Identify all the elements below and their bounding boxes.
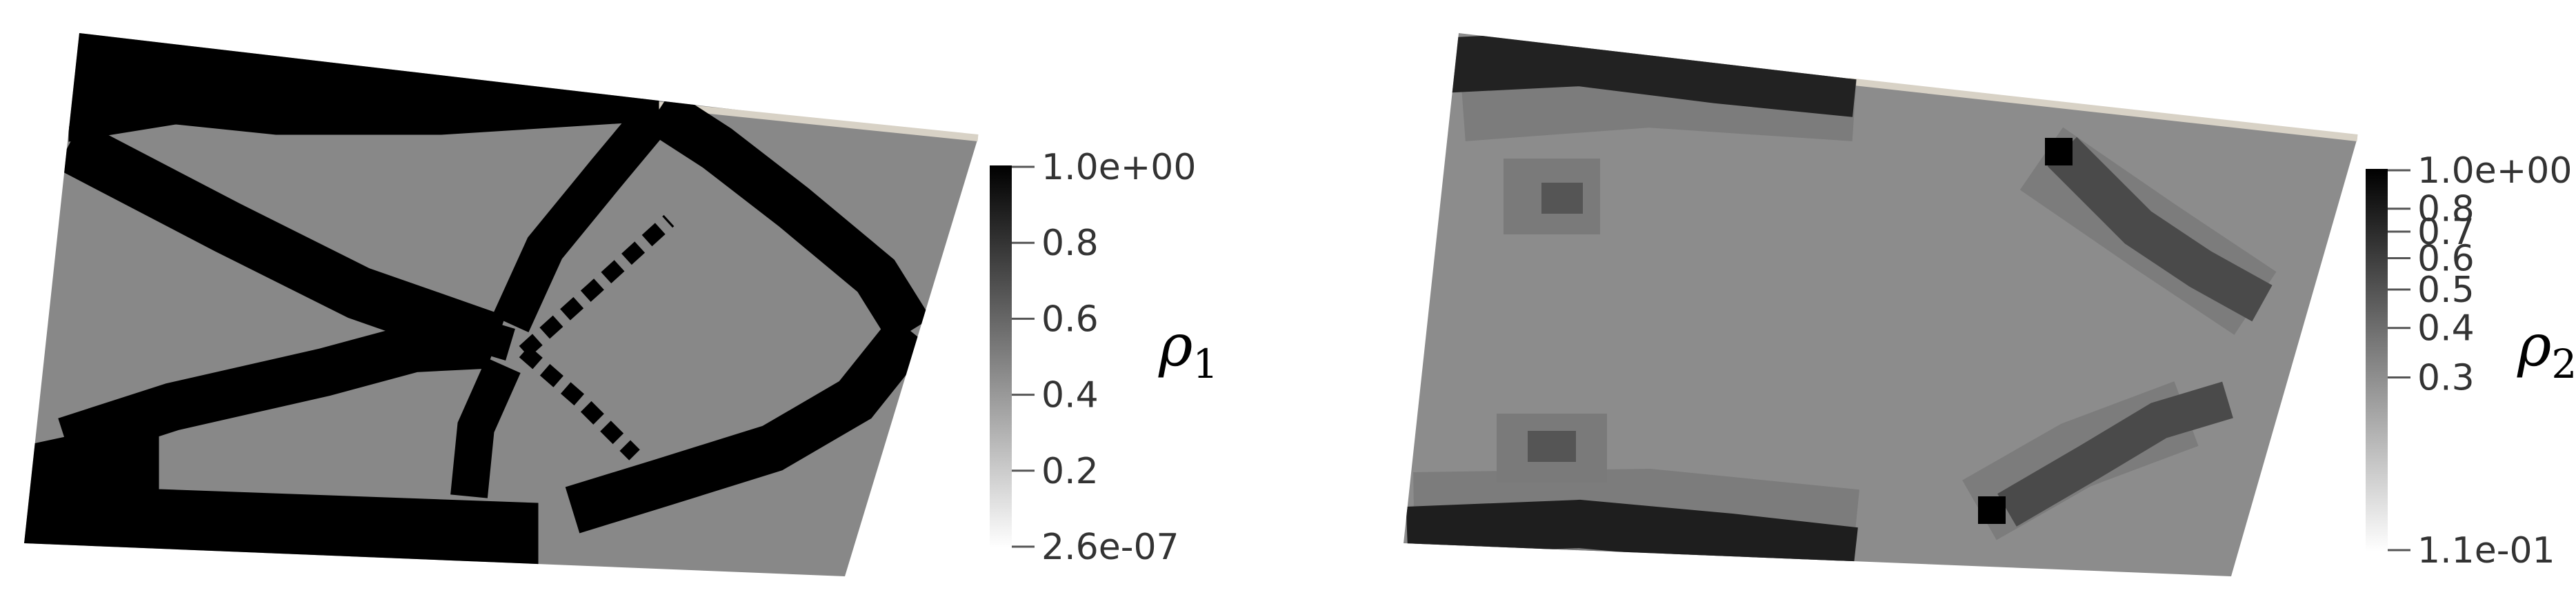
rho1-top-solid-region (68, 33, 659, 142)
rho1-bar-upper-right (645, 90, 931, 344)
rho1-colorbar (990, 165, 1012, 548)
rho1-plate-top-edge (655, 101, 979, 141)
rho1-bar-center-left (352, 277, 515, 361)
rho2-symbol: ρ (2517, 312, 2551, 379)
rho2-blob-mid-left-low (1528, 431, 1576, 462)
rho2-colorbar (2366, 169, 2388, 552)
rho2-colorbar-tick-label: 0.7 (2417, 212, 2475, 253)
rho2-colorbar-tick-label: 0.8 (2417, 189, 2475, 230)
rho2-right-band (2047, 136, 2273, 322)
rho2-colorbar-max-label: 1.0e+00 (2417, 150, 2572, 192)
rho2-dark-spot-top (2045, 138, 2073, 165)
rho1-diagonal-down (519, 345, 640, 461)
rho1-bar-center-bottom (450, 358, 521, 498)
rho1-colorbar-tick-label: 0.8 (1041, 223, 1099, 264)
rho1-colorbar-tick-label: 0.2 (1041, 451, 1099, 492)
rho2-right-edge-bar (2310, 310, 2357, 476)
rho2-dark-spot-bottom (1978, 496, 2006, 524)
rho1-diagonal-up (519, 214, 675, 358)
rho1-colorbar-min-label: 2.6e-07 (1041, 527, 1179, 568)
rho1-colorbar-tick-label: 0.4 (1041, 375, 1099, 416)
rho2-colorbar-tick-label: 0.3 (2417, 358, 2475, 399)
rho2-colorbar-tick-label: 0.5 (2417, 270, 2475, 311)
density-panel-rho1: 1.0e+00 2.6e-07 0.8 0.6 0.4 0.2 ρ1 (24, 33, 1218, 576)
rho2-top-band (1440, 33, 1858, 117)
density-panel-rho2: 1.0e+00 1.1e-01 0.8 0.7 0.6 0.5 0.4 0.3 … (1372, 0, 2576, 597)
rho2-density-plot: 1.0e+00 1.1e-01 0.8 0.7 0.6 0.5 0.4 0.3 … (1404, 33, 2576, 576)
rho1-density-plot: 1.0e+00 2.6e-07 0.8 0.6 0.4 0.2 ρ1 (24, 33, 1218, 576)
rho2-lower-right-band (1997, 381, 2233, 527)
rho2-colorbar-min-label: 1.1e-01 (2417, 530, 2555, 571)
rho1-bar-lower-right (565, 316, 930, 534)
rho1-bar-center-top (492, 97, 675, 333)
rho1-colorbar-tick-label: 0.6 (1041, 298, 1099, 340)
rho2-bottom-band (1406, 499, 1858, 576)
rho1-colorbar-max-label: 1.0e+00 (1041, 147, 1196, 188)
rho2-plate-top-edge (1848, 78, 2358, 141)
rho1-symbol-label: ρ1 (1158, 312, 1218, 387)
rho2-colorbar-tick-label: 0.4 (2417, 308, 2475, 350)
rho1-bar-lower-left (58, 321, 484, 465)
rho2-colorbar-tick-label: 0.6 (2417, 239, 2475, 280)
rho1-symbol: ρ (1158, 312, 1192, 379)
rho2-blob-mid-left (1541, 183, 1583, 214)
rho1-subscript: 1 (1192, 341, 1218, 387)
rho2-symbol-label: ρ2 (2517, 312, 2576, 387)
rho2-subscript: 2 (2551, 341, 2576, 387)
